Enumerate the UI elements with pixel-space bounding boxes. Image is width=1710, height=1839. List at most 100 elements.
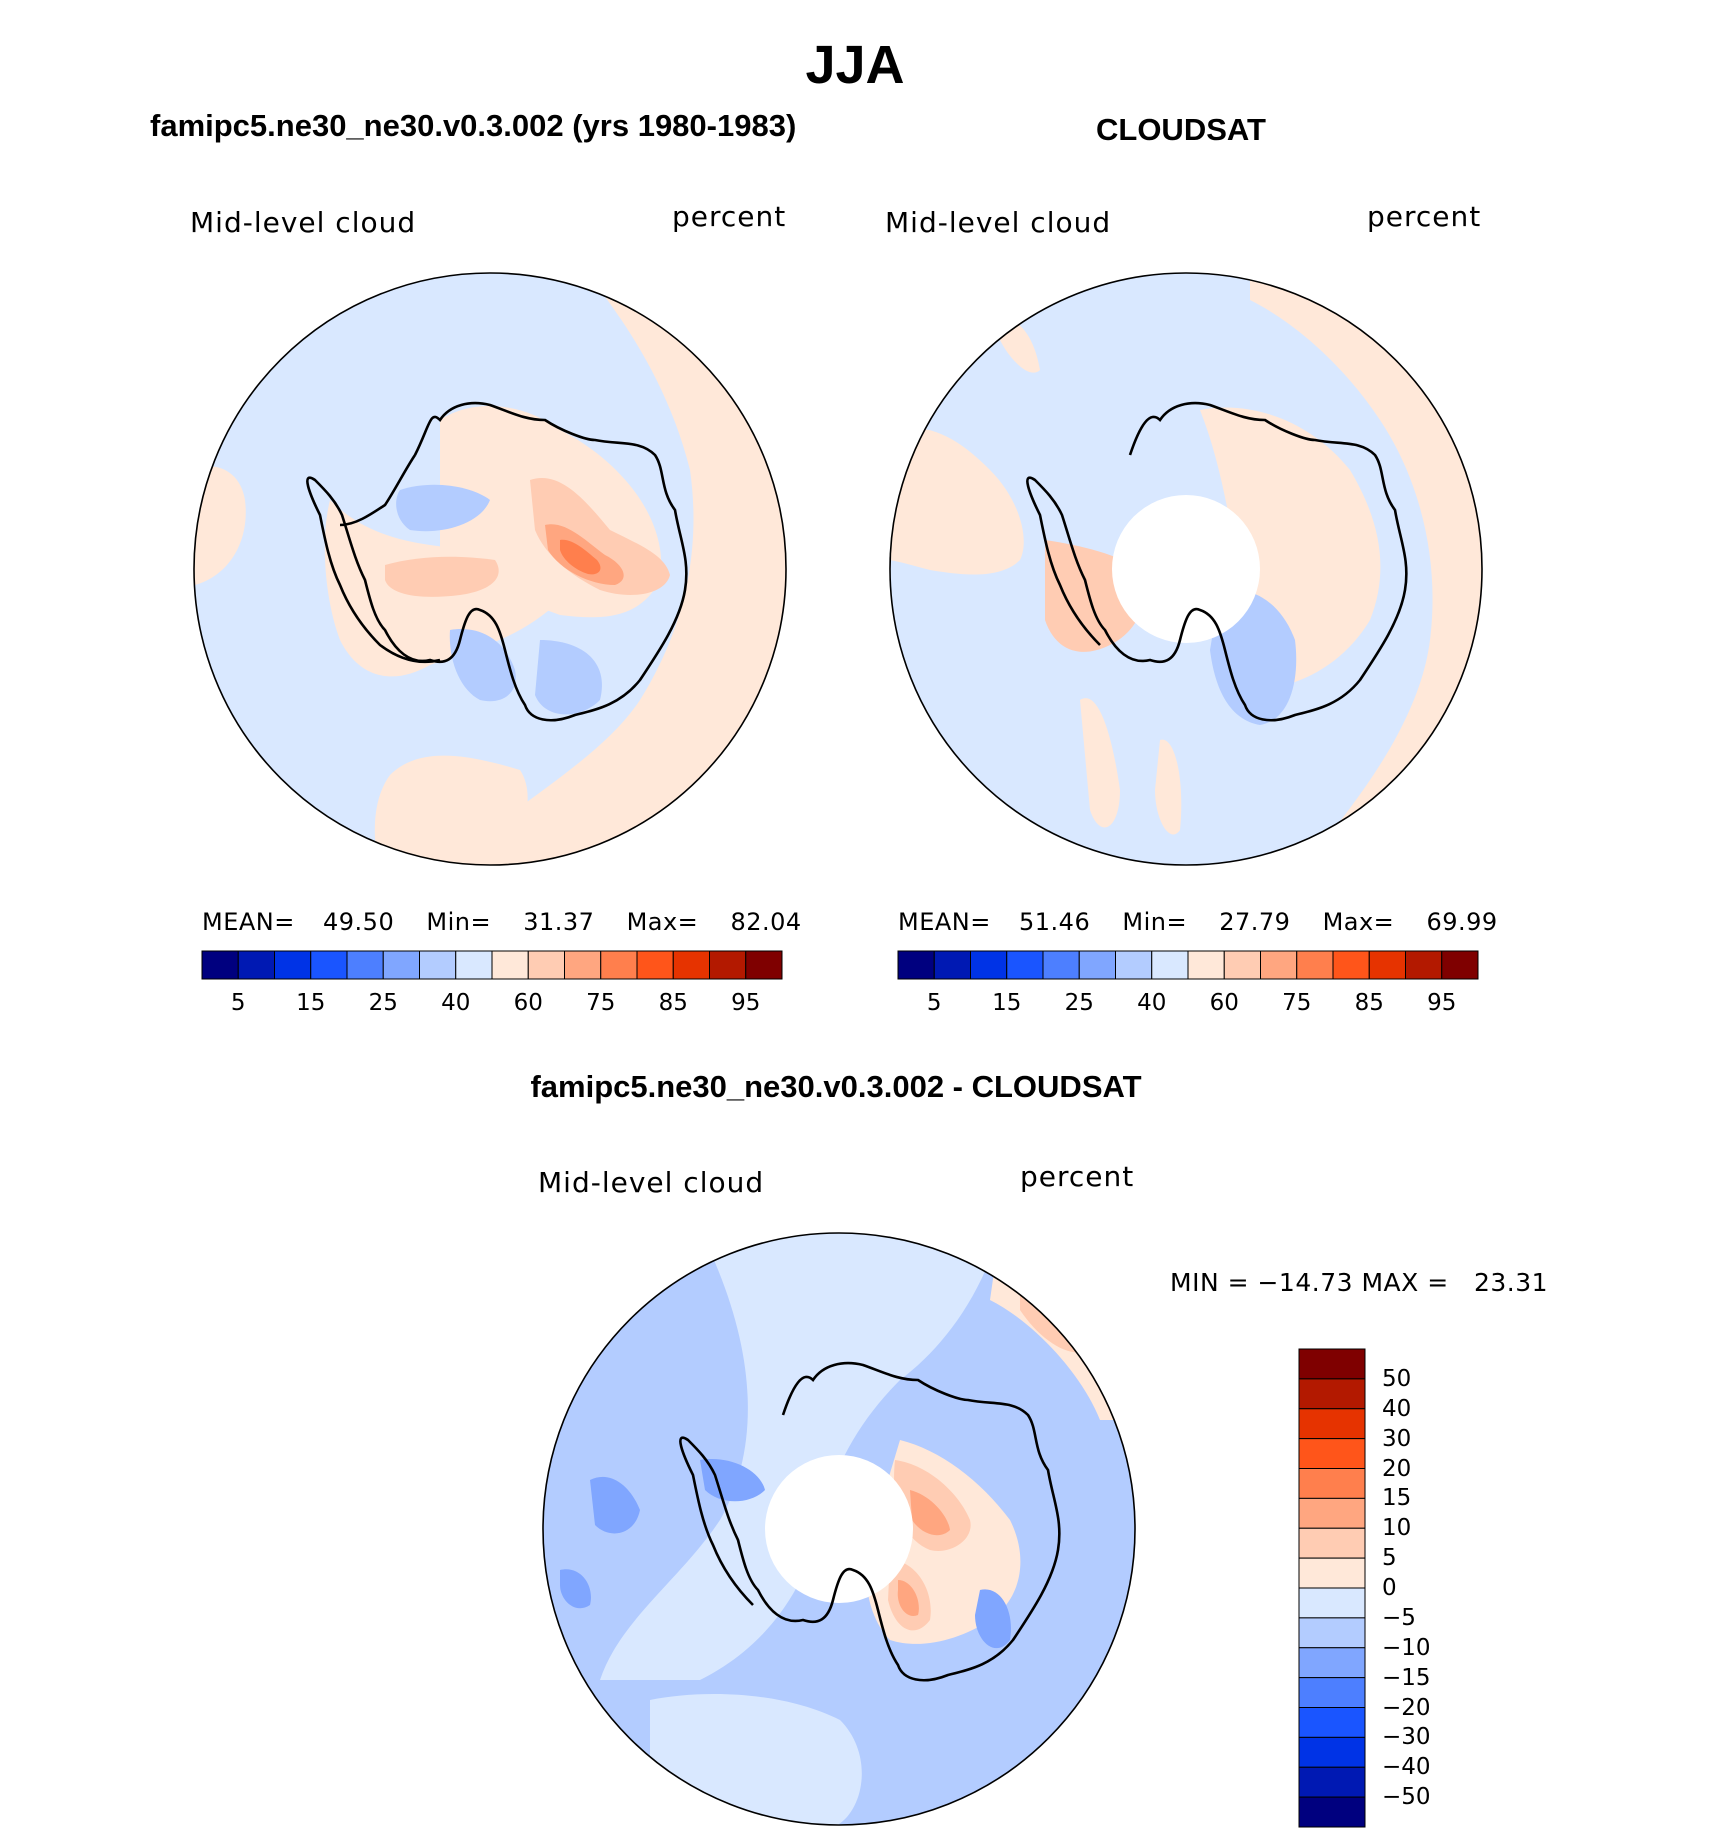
right-min-label: Min= xyxy=(1122,908,1188,936)
diff-variable-label: Mid-level cloud xyxy=(538,1166,765,1199)
right-units-label: percent xyxy=(1367,200,1482,233)
right-region-west-ring-sector xyxy=(890,427,1024,575)
right-min-value: 27.79 xyxy=(1219,908,1291,936)
right-colorbar-tick-5: 75 xyxy=(1282,990,1312,1016)
left-coastline xyxy=(306,401,688,722)
left-colorbar-box-14 xyxy=(709,950,747,980)
left-region-south-ring-blob xyxy=(374,755,528,865)
right-colorbar-box-9 xyxy=(1223,950,1261,980)
diff-region-west-negative xyxy=(560,1459,1011,1649)
diff-pole-hole xyxy=(765,1455,913,1603)
left-colorbar-box-0 xyxy=(201,950,239,980)
left-min-label: Min= xyxy=(426,908,492,936)
right-colorbar-box-4 xyxy=(1042,950,1080,980)
left-colorbar-box-11 xyxy=(600,950,638,980)
left-colorbar-box-8 xyxy=(491,950,529,980)
diff-panel-title: famipc5.ne30_ne30.v0.3.002 - CLOUDSAT xyxy=(530,1069,1142,1104)
diff-colorbar-box-0 xyxy=(1298,1348,1366,1380)
right-region-ring-streaks xyxy=(1000,319,1182,835)
diff-region-east-positive-max xyxy=(897,1490,950,1616)
left-max-value: 82.04 xyxy=(730,908,802,936)
right-colorbar xyxy=(897,950,1479,980)
left-colorbar-box-12 xyxy=(636,950,674,980)
right-mean-label: MEAN= xyxy=(898,908,991,936)
left-region-pacific-low xyxy=(535,640,602,715)
left-mean-value: 49.50 xyxy=(323,908,395,936)
diff-colorbar-box-10 xyxy=(1298,1647,1366,1679)
diff-colorbar-box-12 xyxy=(1298,1707,1366,1738)
left-colorbar xyxy=(201,950,783,980)
left-colorbar-box-6 xyxy=(419,950,457,980)
left-region-central-ridge xyxy=(385,556,499,597)
right-pole-hole xyxy=(1112,495,1260,643)
left-colorbar-box-2 xyxy=(274,950,312,980)
diff-colorbar-box-5 xyxy=(1298,1497,1366,1529)
diff-colorbar-box-13 xyxy=(1298,1736,1366,1768)
left-colorbar-box-13 xyxy=(672,950,710,980)
left-colorbar-box-3 xyxy=(310,950,348,980)
diff-colorbar-box-6 xyxy=(1298,1527,1366,1559)
right-region-east-ring-sector xyxy=(1250,273,1482,865)
right-colorbar-tick-7: 95 xyxy=(1427,990,1457,1016)
right-colorbar-box-8 xyxy=(1187,950,1225,980)
left-colorbar-box-5 xyxy=(382,950,420,980)
left-colorbar-tick-2: 25 xyxy=(368,990,398,1016)
right-coastline xyxy=(1026,401,1408,722)
diff-colorbar-box-7 xyxy=(1298,1557,1366,1589)
left-colorbar-tick-7: 95 xyxy=(731,990,761,1016)
left-variable-label: Mid-level cloud xyxy=(190,206,417,239)
right-colorbar-box-14 xyxy=(1405,950,1443,980)
right-colorbar-tick-4: 60 xyxy=(1209,990,1239,1016)
diff-coastline xyxy=(679,1361,1061,1682)
diff-colorbar-tick-14: −50 xyxy=(1382,1784,1431,1811)
diff-colorbar-box-4 xyxy=(1298,1468,1366,1499)
right-colorbar-box-3 xyxy=(1006,950,1044,980)
diff-colorbar-box-14 xyxy=(1298,1766,1366,1798)
right-colorbar-tick-6: 85 xyxy=(1354,990,1384,1016)
left-colorbar-box-15 xyxy=(745,950,783,980)
diff-colorbar-tick-4: 15 xyxy=(1382,1485,1412,1512)
diff-colorbar-tick-11: −20 xyxy=(1382,1694,1431,1721)
right-colorbar-box-0 xyxy=(897,950,935,980)
diff-colorbar-tick-0: 50 xyxy=(1382,1365,1412,1392)
left-colorbar-tick-4: 60 xyxy=(513,990,543,1016)
left-units-label: percent xyxy=(672,200,787,233)
right-colorbar-tick-2: 25 xyxy=(1064,990,1094,1016)
diff-colorbar-tick-8: −5 xyxy=(1382,1604,1416,1631)
right-panel-title: CLOUDSAT xyxy=(1096,112,1266,147)
left-colorbar-box-4 xyxy=(346,950,384,980)
left-colorbar-box-10 xyxy=(564,950,602,980)
left-colorbar-box-1 xyxy=(237,950,275,980)
left-region-east-ring-sector xyxy=(440,273,786,865)
diff-colorbar-tick-1: 40 xyxy=(1382,1395,1412,1422)
right-colorbar-box-1 xyxy=(933,950,971,980)
left-colorbar-box-7 xyxy=(455,950,493,980)
right-colorbar-box-10 xyxy=(1260,950,1298,980)
right-colorbar-tick-1: 15 xyxy=(992,990,1022,1016)
right-colorbar-box-12 xyxy=(1332,950,1370,980)
left-stats: MEAN= 49.50 Min= 31.37 Max= 82.04 xyxy=(202,908,802,936)
diff-colorbar-tick-7: 0 xyxy=(1382,1575,1397,1601)
diff-colorbar-box-11 xyxy=(1298,1677,1366,1709)
right-colorbar-box-15 xyxy=(1441,950,1479,980)
right-colorbar-box-11 xyxy=(1296,950,1334,980)
right-stats: MEAN= 51.46 Min= 27.79 Max= 69.99 xyxy=(898,908,1498,936)
left-colorbar-tick-6: 85 xyxy=(658,990,688,1016)
left-colorbar-ticks: 5 15 25 40 60 75 85 95 xyxy=(202,990,782,1020)
diff-colorbar-tick-12: −30 xyxy=(1382,1724,1431,1751)
diff-colorbar-box-3 xyxy=(1298,1438,1366,1470)
right-colorbar-tick-0: 5 xyxy=(926,990,942,1016)
right-colorbar-box-7 xyxy=(1151,950,1189,980)
diff-colorbar-box-2 xyxy=(1298,1408,1366,1440)
diff-colorbar-tick-2: 30 xyxy=(1382,1425,1412,1452)
right-max-label: Max= xyxy=(1322,908,1395,936)
right-max-value: 69.99 xyxy=(1426,908,1498,936)
left-colorbar-box-9 xyxy=(527,950,565,980)
left-colorbar-tick-1: 15 xyxy=(296,990,326,1016)
diff-colorbar-box-1 xyxy=(1298,1378,1366,1410)
diff-colorbar-box-15 xyxy=(1298,1796,1366,1828)
left-max-label: Max= xyxy=(626,908,699,936)
